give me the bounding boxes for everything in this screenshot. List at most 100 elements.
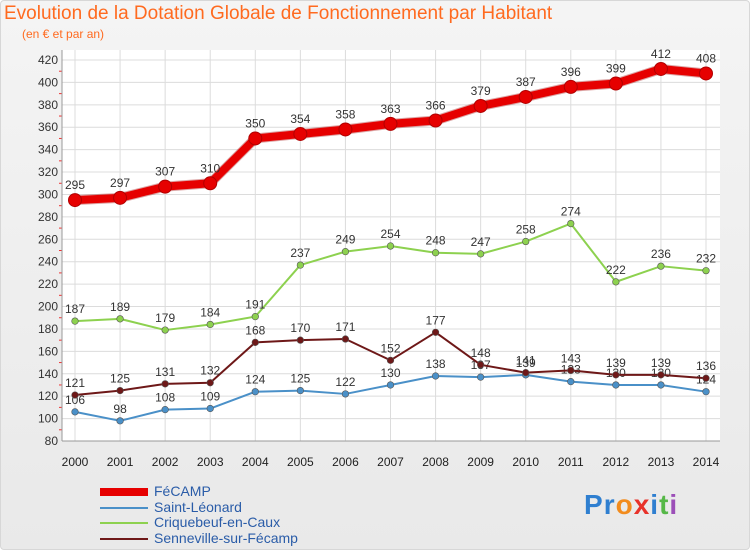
x-tick-label: 2005 <box>287 455 314 469</box>
data-label-saint-leonard: 109 <box>200 390 220 404</box>
data-point-senneville-sur-fecamp <box>431 328 440 336</box>
y-tick-label: 180 <box>38 322 58 336</box>
data-label-criquebeuf-en-caux: 274 <box>561 205 581 219</box>
data-point-fecamp <box>158 179 173 194</box>
y-tick-label: 140 <box>38 367 58 381</box>
data-point-criquebeuf-en-caux <box>702 267 710 275</box>
legend-swatch <box>100 488 148 496</box>
x-tick-label: 2007 <box>377 455 404 469</box>
y-tick-label: 260 <box>38 232 58 246</box>
legend-label: Criquebeuf-en-Caux <box>154 514 281 530</box>
y-tick-label: 240 <box>38 255 58 269</box>
data-label-fecamp: 399 <box>606 62 626 76</box>
y-tick-label: 340 <box>38 143 58 157</box>
data-label-fecamp: 412 <box>651 47 671 61</box>
data-point-criquebeuf-en-caux <box>161 326 169 334</box>
chart-title: Evolution de la Dotation Globale de Fonc… <box>4 3 553 24</box>
data-label-fecamp: 354 <box>290 112 310 126</box>
data-point-criquebeuf-en-caux <box>206 320 214 329</box>
data-point-senneville-sur-fecamp <box>71 391 79 399</box>
data-label-senneville-sur-fecamp: 141 <box>516 354 536 368</box>
data-point-saint-leonard <box>161 406 169 414</box>
data-label-fecamp: 387 <box>516 75 536 89</box>
data-point-fecamp <box>383 116 398 131</box>
data-point-fecamp <box>68 193 82 208</box>
x-tick-label: 2013 <box>648 455 675 469</box>
data-point-fecamp <box>203 176 218 191</box>
legend-swatch <box>100 522 148 524</box>
data-label-saint-leonard: 106 <box>65 393 85 407</box>
data-point-fecamp <box>473 98 488 113</box>
data-label-criquebeuf-en-caux: 187 <box>65 302 85 316</box>
data-label-criquebeuf-en-caux: 236 <box>651 247 671 261</box>
y-tick-label: 200 <box>38 300 58 314</box>
legend-label: Senneville-sur-Fécamp <box>154 529 298 546</box>
data-point-fecamp <box>293 126 308 141</box>
x-tick-label: 2003 <box>197 455 224 469</box>
data-point-fecamp <box>518 89 533 104</box>
data-point-saint-leonard <box>657 381 665 389</box>
x-tick-label: 2009 <box>467 455 494 469</box>
x-tick-label: 2014 <box>693 455 720 469</box>
data-point-fecamp <box>563 79 578 94</box>
brand-letter: r <box>603 489 616 520</box>
legend-swatch <box>100 506 148 509</box>
data-label-senneville-sur-fecamp: 148 <box>471 346 491 360</box>
data-point-criquebeuf-en-caux <box>251 313 259 321</box>
data-label-fecamp: 297 <box>110 176 130 190</box>
y-tick-label: 360 <box>38 120 58 134</box>
y-tick-label: 380 <box>38 98 58 112</box>
data-label-senneville-sur-fecamp: 132 <box>200 364 220 378</box>
data-point-senneville-sur-fecamp <box>702 374 710 382</box>
x-tick-label: 2008 <box>422 455 449 469</box>
data-point-criquebeuf-en-caux <box>116 315 124 323</box>
data-label-senneville-sur-fecamp: 177 <box>426 313 446 327</box>
x-tick-label: 2011 <box>558 455 584 469</box>
data-point-saint-leonard <box>612 381 620 389</box>
data-point-saint-leonard <box>251 388 259 396</box>
x-tick-label: 2002 <box>152 455 179 469</box>
data-label-saint-leonard: 130 <box>380 366 400 380</box>
data-label-saint-leonard: 122 <box>335 375 355 389</box>
data-label-saint-leonard: 139 <box>516 356 536 370</box>
data-point-senneville-sur-fecamp <box>206 379 214 387</box>
data-point-senneville-sur-fecamp <box>522 369 530 377</box>
x-tick-label: 2000 <box>62 455 89 469</box>
data-label-criquebeuf-en-caux: 232 <box>696 252 716 266</box>
data-point-senneville-sur-fecamp <box>657 371 665 379</box>
data-label-fecamp: 310 <box>200 161 220 175</box>
data-point-fecamp <box>428 113 443 128</box>
data-point-criquebeuf-en-caux <box>386 242 395 250</box>
legend-label: FéCAMP <box>154 483 211 499</box>
data-label-criquebeuf-en-caux: 248 <box>426 234 446 248</box>
data-point-criquebeuf-en-caux <box>341 248 350 256</box>
y-tick-label: 80 <box>45 434 59 448</box>
data-point-senneville-sur-fecamp <box>161 380 169 388</box>
data-label-senneville-sur-fecamp: 143 <box>561 351 581 365</box>
data-point-fecamp <box>113 190 128 205</box>
data-point-senneville-sur-fecamp <box>567 366 575 375</box>
data-point-senneville-sur-fecamp <box>477 361 485 369</box>
data-point-saint-leonard <box>386 381 395 389</box>
x-tick-label: 2001 <box>107 455 134 469</box>
data-label-criquebeuf-en-caux: 249 <box>335 233 355 247</box>
data-label-criquebeuf-en-caux: 247 <box>471 235 491 249</box>
data-label-fecamp: 350 <box>245 116 265 130</box>
data-point-criquebeuf-en-caux <box>567 220 575 228</box>
data-label-fecamp: 307 <box>155 165 175 179</box>
data-label-criquebeuf-en-caux: 258 <box>516 223 536 237</box>
data-label-senneville-sur-fecamp: 168 <box>245 323 265 337</box>
data-label-senneville-sur-fecamp: 131 <box>155 365 175 379</box>
brand-logo: Proxiti <box>584 489 678 521</box>
data-point-senneville-sur-fecamp <box>386 356 395 364</box>
data-point-criquebeuf-en-caux <box>522 237 530 246</box>
y-tick-label: 300 <box>38 187 58 201</box>
x-tick-label: 2006 <box>332 455 359 469</box>
data-point-saint-leonard <box>477 373 485 381</box>
data-point-senneville-sur-fecamp <box>116 386 124 395</box>
data-label-fecamp: 295 <box>65 178 85 192</box>
data-label-criquebeuf-en-caux: 254 <box>380 227 400 241</box>
data-point-fecamp <box>248 131 263 146</box>
data-label-senneville-sur-fecamp: 171 <box>335 320 355 334</box>
